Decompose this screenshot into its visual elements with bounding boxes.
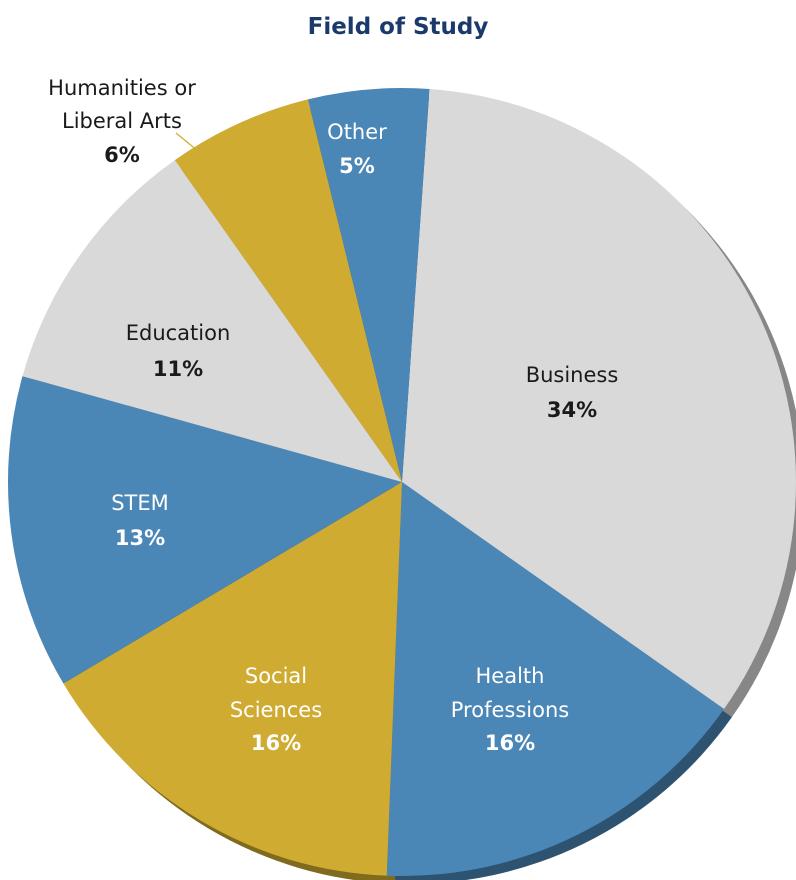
- pie-slice-education: [22, 160, 402, 482]
- slice-name-social-sciences-line-1: Social: [245, 664, 307, 688]
- slice-label-other: Other 5%: [327, 120, 387, 178]
- slice-name-humanities-or-liberal-arts-line-1: Humanities or: [48, 76, 196, 100]
- pie-slice-business: [402, 88, 796, 710]
- slice-value-humanities-or-liberal-arts: 6%: [104, 143, 140, 167]
- slice-name-health-professions-line-2: Professions: [451, 698, 569, 722]
- pie-slice-social-sciences: [63, 482, 403, 876]
- slice-label-health-professions: Health Professions 16%: [451, 664, 569, 755]
- chart-title: Field of Study: [307, 14, 489, 40]
- pie-slice-other: [307, 88, 430, 483]
- slice-name-other: Other: [327, 120, 387, 144]
- slice-name-stem: STEM: [111, 491, 169, 515]
- slice-name-humanities-or-liberal-arts-line-2: Liberal Arts: [62, 109, 182, 133]
- slice-value-social-sciences: 16%: [251, 731, 301, 755]
- slice-label-social-sciences: Social Sciences 16%: [230, 664, 322, 755]
- slice-name-business: Business: [526, 363, 619, 387]
- pie-slice-humanities-or-liberal-arts: [174, 99, 402, 482]
- slice-value-education: 11%: [153, 357, 203, 381]
- slice-name-health-professions-line-1: Health: [476, 664, 545, 688]
- slice-value-stem: 13%: [115, 526, 165, 550]
- slice-label-humanities-or-liberal-arts: Humanities or Liberal Arts 6%: [48, 76, 196, 167]
- pie-slice-stem: [7, 376, 403, 684]
- slice-label-business: Business 34%: [526, 363, 619, 422]
- slice-name-education: Education: [126, 321, 231, 345]
- slice-label-education: Education 11%: [126, 321, 231, 381]
- pie-slice-health-professions: [386, 482, 724, 876]
- humanities-leader-line: [175, 132, 238, 184]
- slice-label-stem: STEM 13%: [111, 491, 169, 550]
- slice-value-other: 5%: [339, 154, 375, 178]
- slice-value-health-professions: 16%: [485, 731, 535, 755]
- slice-name-social-sciences-line-2: Sciences: [230, 698, 322, 722]
- slice-value-business: 34%: [547, 398, 597, 422]
